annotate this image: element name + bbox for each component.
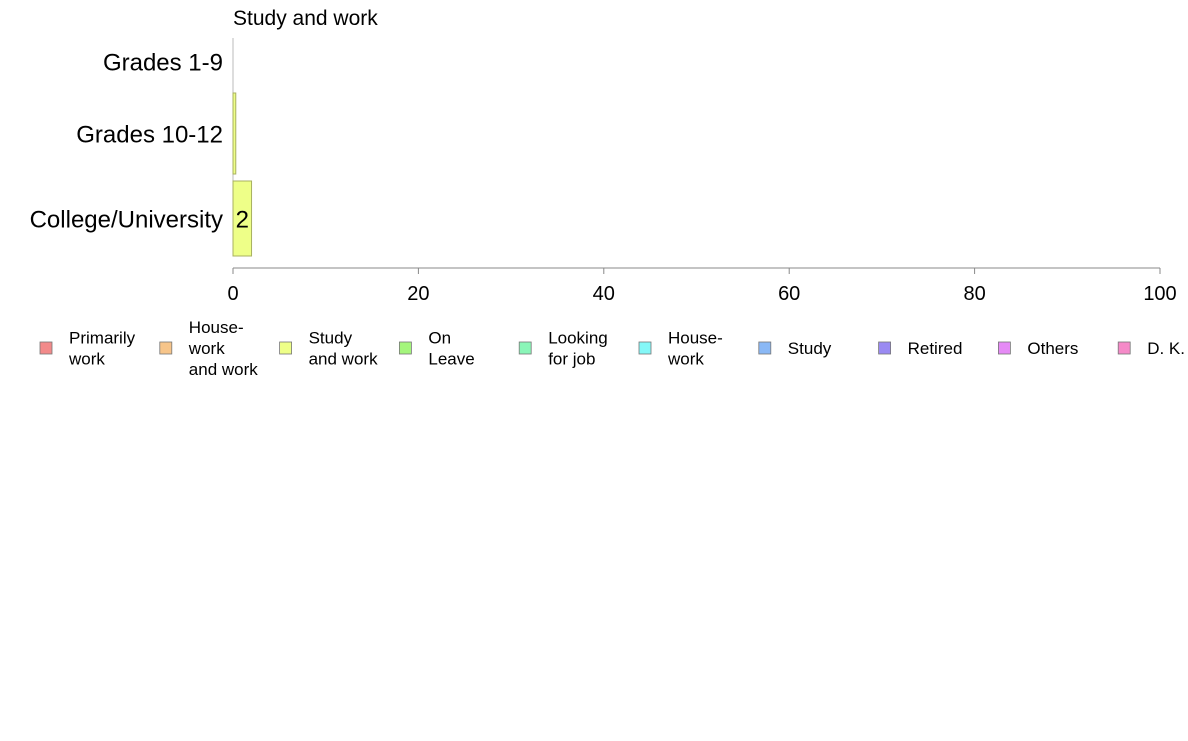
legend-item: Study and work: [279, 329, 378, 369]
legend-label: House-work and work: [188, 318, 258, 379]
bar: [232, 92, 237, 175]
legend-label: D. K.: [1147, 339, 1185, 358]
legend-item: House-work and work: [159, 318, 258, 379]
legend-label: House-work: [667, 329, 723, 369]
legend-swatch: [398, 341, 412, 355]
category-label: Grades 10-12: [76, 122, 223, 149]
bar: [232, 180, 253, 257]
legend-label: Study: [788, 339, 832, 358]
legend-swatch: [159, 341, 173, 355]
category-labels: Grades 1-9 Grades 10-12 College/University: [30, 50, 223, 234]
legend-label: Study and work: [309, 329, 378, 369]
x-tick-label: 0: [227, 283, 238, 305]
x-tick-label: 40: [593, 283, 615, 305]
x-tick-label: 20: [407, 283, 429, 305]
x-tick-label: 60: [778, 283, 800, 305]
legend-label: On Leave: [428, 329, 474, 369]
legend-swatch: [39, 341, 53, 355]
legend-item: Primarily work: [39, 329, 136, 369]
chart-title: Study and work: [233, 7, 378, 30]
legend-swatch: [758, 341, 772, 355]
legend-item: D. K.: [1117, 339, 1185, 358]
x-axis: 0 20 40 60 80 100: [227, 267, 1177, 305]
category-label: College/University: [30, 207, 223, 234]
bars-layer: 2: [232, 38, 253, 257]
x-tick-label: 80: [963, 283, 985, 305]
legend-label: Primarily work: [68, 329, 136, 369]
legend-item: Others: [998, 339, 1078, 358]
legend-swatch: [1117, 341, 1131, 355]
legend: Primarily work House-work and work Study and …: [39, 318, 1185, 379]
legend-item: Study: [758, 339, 832, 358]
data-label: 2: [236, 207, 249, 234]
legend-label: Retired: [908, 339, 963, 358]
legend-swatch: [998, 341, 1011, 355]
legend-swatch: [638, 341, 652, 355]
legend-label: Looking for job: [548, 329, 608, 369]
legend-item: House-work: [638, 329, 723, 369]
legend-swatch: [878, 341, 891, 355]
legend-item: Looking for job: [518, 329, 608, 369]
legend-swatch: [518, 341, 532, 355]
legend-item: Retired: [878, 339, 963, 358]
legend-item: On Leave: [398, 329, 475, 369]
category-label: Grades 1-9: [103, 50, 223, 77]
legend-label: Others: [1027, 339, 1078, 358]
x-tick-label: 100: [1143, 283, 1176, 305]
legend-swatch: [279, 341, 293, 355]
